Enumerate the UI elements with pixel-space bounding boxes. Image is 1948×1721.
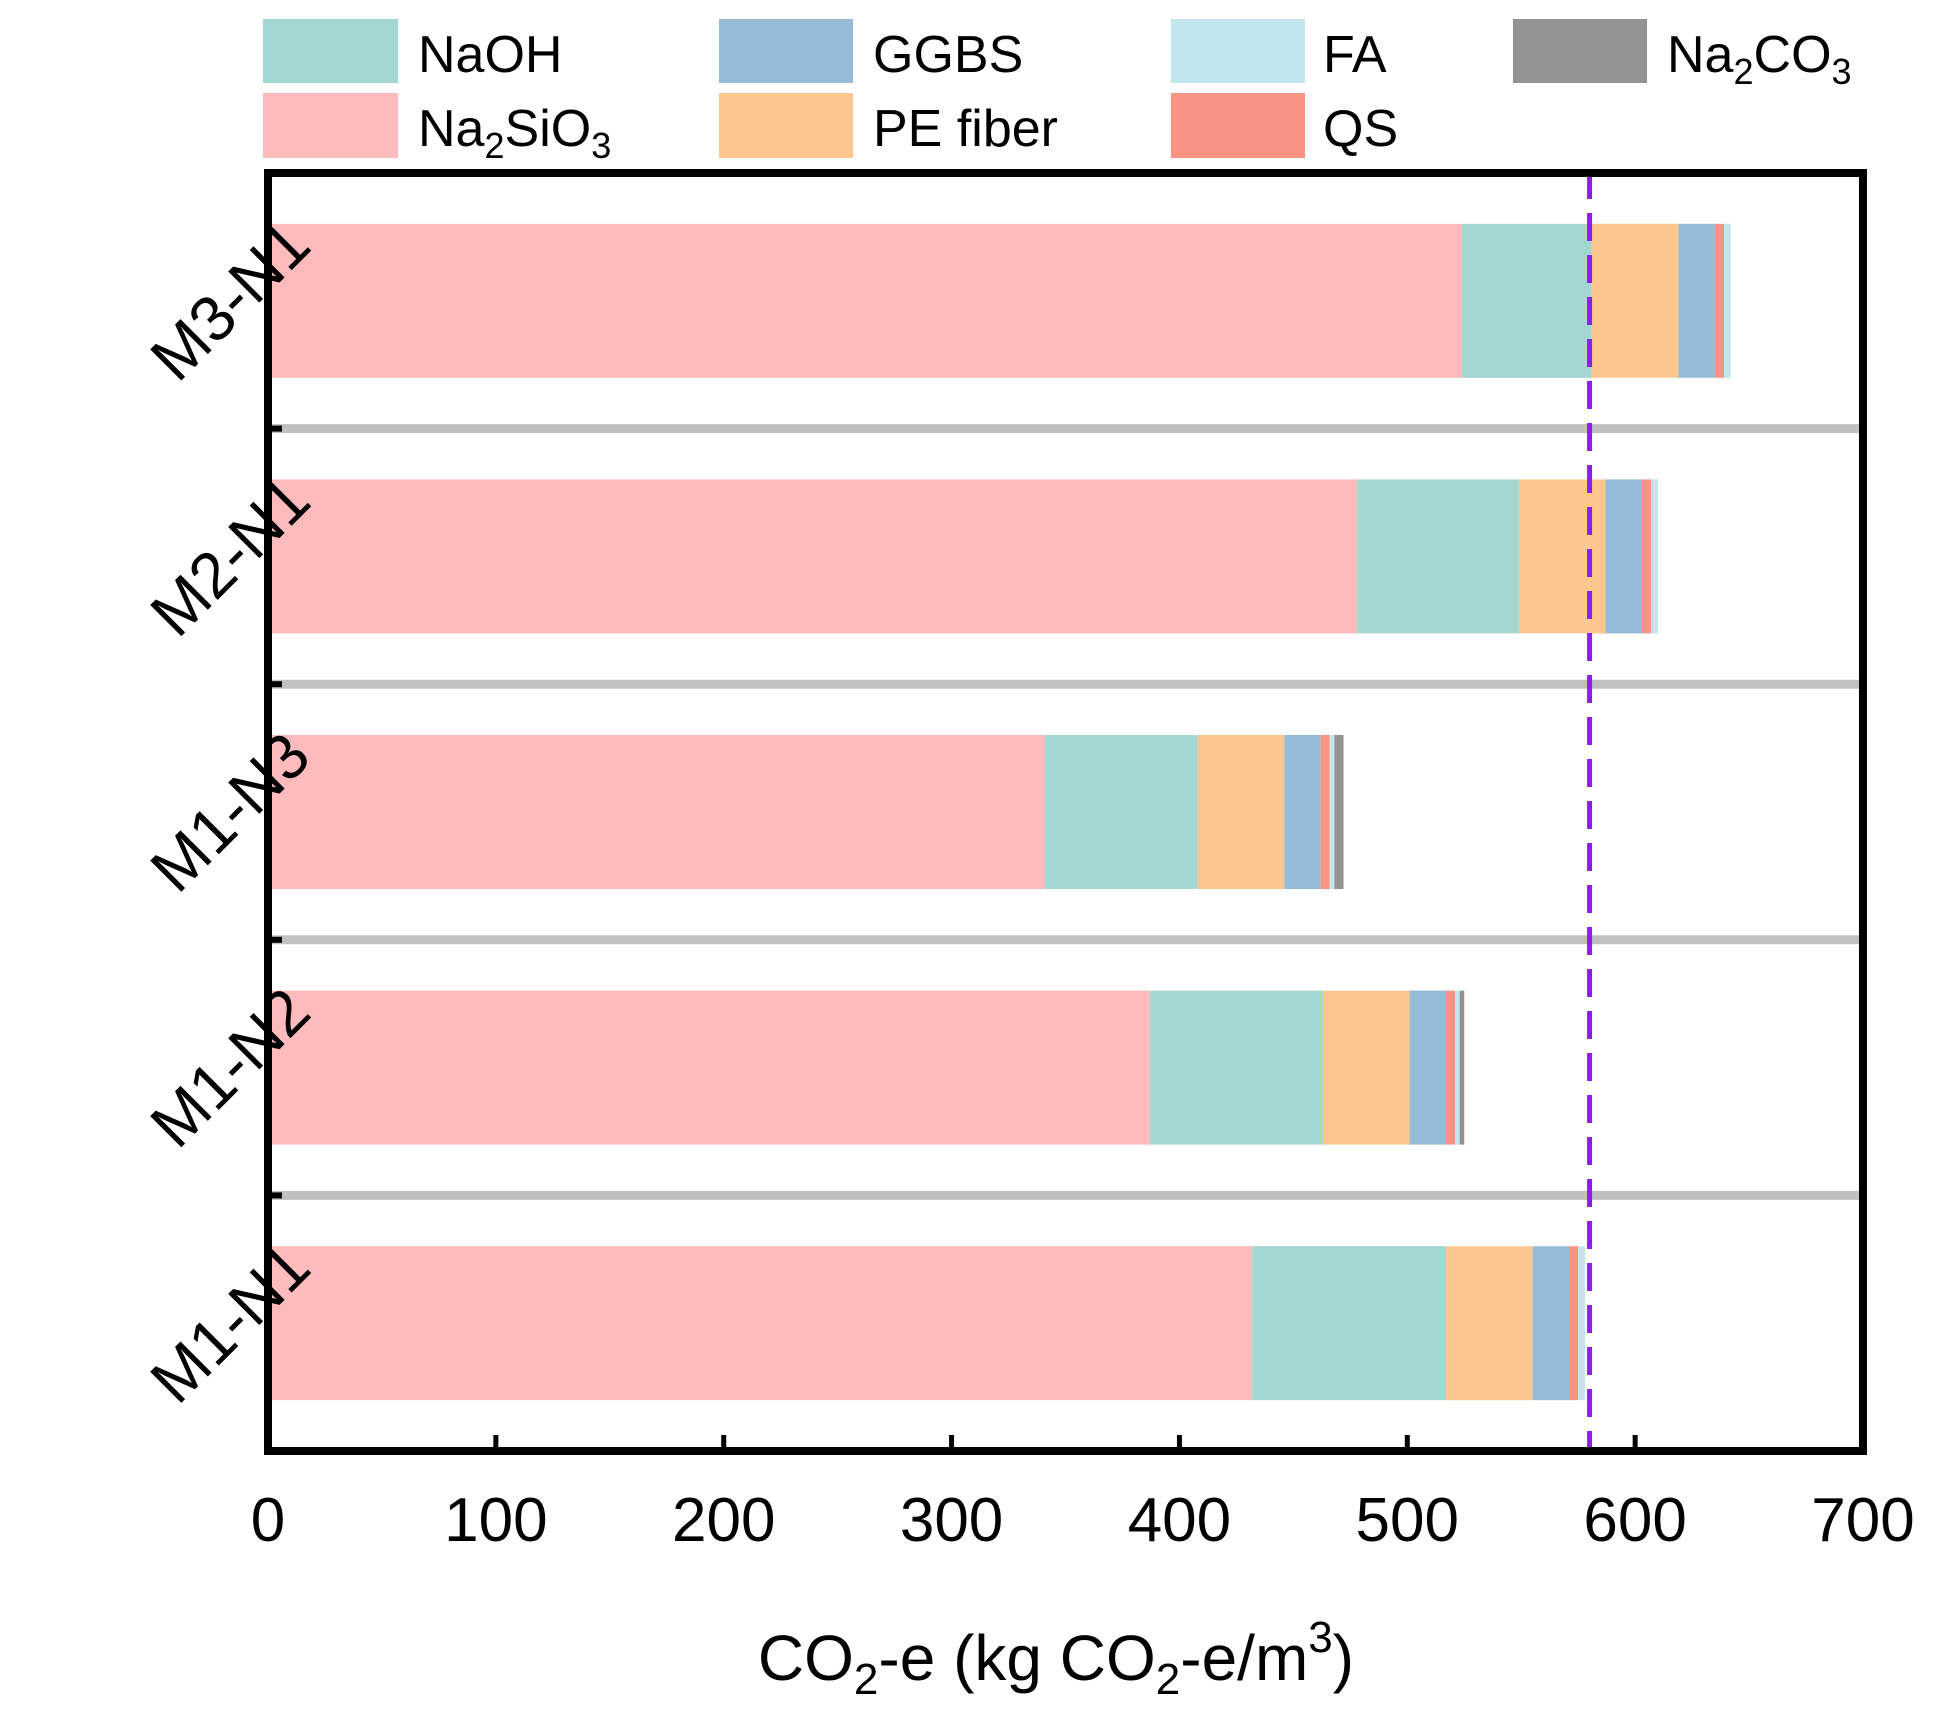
legend-swatch-naoh: [263, 19, 398, 83]
legend-label-na2sio3: Na2SiO3: [418, 100, 611, 166]
legend-item-na2sio3: Na2SiO3: [263, 93, 611, 166]
legend-label-fa: FA: [1323, 26, 1387, 84]
legend-label-na2co3: Na2CO3: [1667, 26, 1852, 92]
x-tick-label: 100: [444, 1486, 547, 1555]
bar-M2-N1-qs: [1641, 479, 1652, 634]
legend-label-naoh: NaOH: [418, 26, 562, 84]
bar-M1-N3-naoh: [1044, 735, 1198, 889]
legend-swatch-na2sio3: [263, 93, 398, 158]
legend-item-pe: PE fiber: [719, 93, 1058, 158]
x-axis: 0 100 200 300 400 500 600 700: [251, 1435, 1915, 1555]
bar-M3-N1-pe: [1591, 223, 1679, 378]
legend-label-qs: QS: [1323, 100, 1398, 158]
bar-M3-N1-ggbs: [1678, 223, 1715, 378]
bar-M2-N1-na2sio3: [268, 479, 1358, 634]
legend-swatch-qs: [1171, 93, 1305, 158]
x-tick-label: 700: [1811, 1486, 1914, 1555]
plot-frame: [264, 169, 1867, 1455]
bar-M1-N2-qs: [1446, 990, 1456, 1145]
x-axis-title: CO2-e (kg CO2-e/m3): [758, 1613, 1354, 1704]
legend-item-fa: FA: [1171, 19, 1387, 84]
bar-M3-N1-fa: [1724, 223, 1731, 378]
bar-M1-N3-ggbs: [1284, 735, 1321, 889]
legend-label-pe: PE fiber: [873, 100, 1058, 158]
bar-M2-N1-fa: [1651, 479, 1658, 634]
bar-M1-N3-pe: [1197, 735, 1285, 889]
bar-M1-N3-fa: [1329, 735, 1335, 889]
x-tick-label: 600: [1583, 1486, 1686, 1555]
bar-M2-N1-ggbs: [1605, 479, 1642, 634]
bar-M1-N2-naoh: [1149, 990, 1323, 1145]
bar-M3-N1-naoh: [1461, 223, 1592, 378]
bar-M1-N1-na2sio3: [268, 1246, 1253, 1401]
legend-swatch-ggbs: [719, 19, 853, 83]
bar-M1-N3-na2sio3: [268, 735, 1045, 889]
legend: NaOH GGBS FA Na2CO3 Na2SiO3 PE fiber: [263, 19, 1852, 166]
x-tick-label: 400: [1128, 1486, 1231, 1555]
bar-M1-N2-na2co3: [1459, 990, 1465, 1145]
bar-M1-N1-fa: [1578, 1246, 1586, 1401]
bar-M1-N1-naoh: [1252, 1246, 1447, 1401]
bar-M2-N1-pe: [1518, 479, 1606, 634]
bar-M1-N3-qs: [1320, 735, 1330, 889]
legend-swatch-pe: [719, 93, 853, 158]
bar-M1-N1-qs: [1569, 1246, 1579, 1401]
legend-swatch-fa: [1171, 19, 1305, 83]
bar-M1-N1-pe: [1446, 1246, 1533, 1401]
legend-item-naoh: NaOH: [263, 19, 562, 84]
bar-M1-N2-na2sio3: [268, 990, 1150, 1145]
bar-M3-N1-qs: [1714, 223, 1725, 378]
x-tick-label: 300: [900, 1486, 1003, 1555]
legend-item-na2co3: Na2CO3: [1513, 19, 1852, 92]
bar-M1-N1-ggbs: [1532, 1246, 1570, 1401]
bar-M2-N1-naoh: [1357, 479, 1519, 634]
bar-M1-N2-pe: [1322, 990, 1410, 1145]
legend-item-ggbs: GGBS: [719, 19, 1023, 84]
bar-M1-N2-ggbs: [1409, 990, 1447, 1145]
legend-label-ggbs: GGBS: [873, 26, 1023, 84]
x-tick-label: 0: [251, 1486, 285, 1555]
legend-swatch-na2co3: [1513, 19, 1647, 83]
x-tick-label: 500: [1356, 1486, 1459, 1555]
bar-M3-N1-na2sio3: [268, 223, 1462, 378]
legend-item-qs: QS: [1171, 93, 1398, 158]
bar-M1-N2-fa: [1455, 990, 1460, 1145]
bar-M1-N3-na2co3: [1334, 735, 1344, 889]
x-tick-label: 200: [672, 1486, 775, 1555]
